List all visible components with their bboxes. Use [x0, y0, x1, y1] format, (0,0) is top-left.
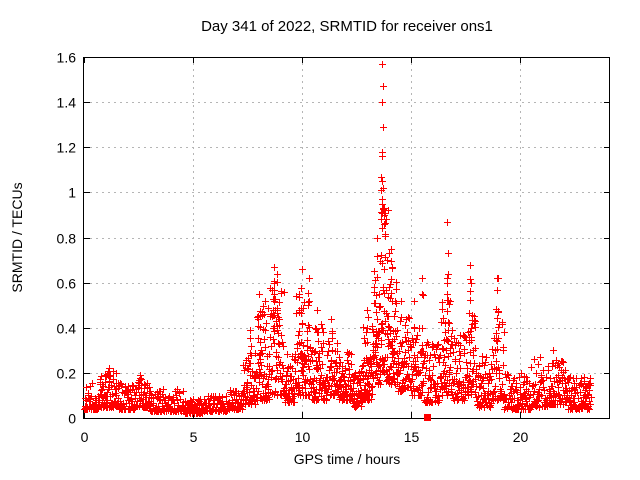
y-tick-label: 0.6 [57, 276, 77, 292]
y-tick-label: 0 [68, 411, 76, 427]
tick-labels: 0 5 10 15 20 0 0.2 0.4 0.6 0.8 1 1.2 1.4 1.6 [57, 50, 529, 446]
y-tick-label: 0.8 [57, 231, 77, 247]
x-axis-label: GPS time / hours [294, 451, 401, 467]
y-tick-label: 1.6 [57, 50, 77, 66]
y-axis-label: SRMTID / TECUs [9, 182, 25, 292]
x-tick-label: 0 [81, 429, 89, 445]
x-tick-label: 5 [190, 429, 198, 445]
x-tick-label: 10 [295, 429, 311, 445]
y-tick-label: 0.2 [57, 366, 77, 382]
srmtid-plus-markers [81, 61, 595, 417]
scatter-points [81, 61, 595, 421]
y-tick-label: 0.4 [57, 321, 77, 337]
x-tick-label: 20 [513, 429, 529, 445]
special-square-marker [424, 414, 431, 421]
chart-title: Day 341 of 2022, SRMTID for receiver ons… [201, 18, 493, 35]
y-tick-label: 1.4 [57, 95, 77, 111]
y-tick-label: 1.2 [57, 140, 77, 156]
x-tick-label: 15 [404, 429, 420, 445]
y-tick-label: 1 [68, 185, 76, 201]
axis-ticks [84, 57, 610, 419]
